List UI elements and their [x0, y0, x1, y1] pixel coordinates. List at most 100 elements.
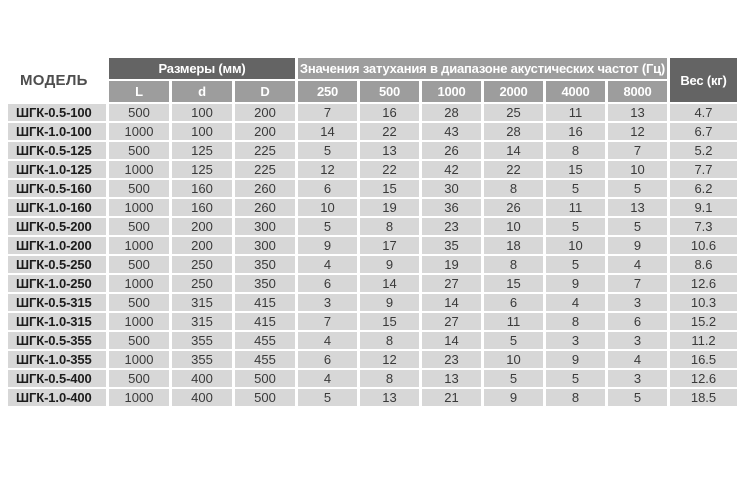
weight-cell: 16.5 — [670, 351, 737, 368]
dimension-d-cell: 200 — [172, 218, 232, 235]
dimension-d-cell: 125 — [172, 142, 232, 159]
attenuation-250-cell: 6 — [298, 351, 357, 368]
attenuation-8000-cell: 13 — [608, 104, 667, 121]
table-row: ШГК-0.5-315 500 315 415 3 9 14 6 4 3 10.… — [8, 294, 737, 311]
attenuation-500-cell: 9 — [360, 256, 419, 273]
attenuation-250-cell: 10 — [298, 199, 357, 216]
attenuation-1000-cell: 35 — [422, 237, 481, 254]
dimension-L-cell: 1000 — [109, 161, 169, 178]
dimension-d-cell: 400 — [172, 389, 232, 406]
dimension-D-cell: 350 — [235, 275, 295, 292]
table-row: ШГК-1.0-200 1000 200 300 9 17 35 18 10 9… — [8, 237, 737, 254]
attenuation-2000-cell: 15 — [484, 275, 543, 292]
subheader-500: 500 — [360, 81, 419, 102]
attenuation-1000-cell: 14 — [422, 294, 481, 311]
attenuation-8000-cell: 7 — [608, 275, 667, 292]
attenuation-500-cell: 17 — [360, 237, 419, 254]
attenuation-500-cell: 13 — [360, 142, 419, 159]
model-cell: ШГК-1.0-125 — [8, 161, 106, 178]
attenuation-1000-cell: 27 — [422, 275, 481, 292]
attenuation-250-cell: 4 — [298, 370, 357, 387]
dimension-D-cell: 350 — [235, 256, 295, 273]
attenuation-2000-cell: 9 — [484, 389, 543, 406]
attenuation-250-cell: 7 — [298, 104, 357, 121]
weight-cell: 18.5 — [670, 389, 737, 406]
table-row: ШГК-1.0-400 1000 400 500 5 13 21 9 8 5 1… — [8, 389, 737, 406]
attenuation-2000-cell: 8 — [484, 180, 543, 197]
dimension-d-cell: 315 — [172, 294, 232, 311]
attenuation-500-cell: 15 — [360, 180, 419, 197]
dimension-d-cell: 125 — [172, 161, 232, 178]
table-body: ШГК-0.5-100 500 100 200 7 16 28 25 11 13… — [8, 104, 737, 406]
dimension-L-cell: 1000 — [109, 389, 169, 406]
dimension-L-cell: 1000 — [109, 313, 169, 330]
attenuation-4000-cell: 5 — [546, 370, 605, 387]
attenuation-500-cell: 22 — [360, 161, 419, 178]
dimension-D-cell: 415 — [235, 313, 295, 330]
attenuation-4000-cell: 8 — [546, 313, 605, 330]
attenuation-4000-cell: 5 — [546, 256, 605, 273]
attenuation-8000-cell: 7 — [608, 142, 667, 159]
attenuation-4000-cell: 10 — [546, 237, 605, 254]
attenuation-1000-cell: 14 — [422, 332, 481, 349]
table-row: ШГК-0.5-400 500 400 500 4 8 13 5 5 3 12.… — [8, 370, 737, 387]
dimension-D-cell: 455 — [235, 351, 295, 368]
attenuation-1000-cell: 23 — [422, 351, 481, 368]
attenuation-500-cell: 8 — [360, 370, 419, 387]
attenuation-8000-cell: 6 — [608, 313, 667, 330]
attenuation-2000-cell: 11 — [484, 313, 543, 330]
table-row: ШГК-0.5-100 500 100 200 7 16 28 25 11 13… — [8, 104, 737, 121]
attenuation-250-cell: 5 — [298, 142, 357, 159]
attenuation-2000-cell: 14 — [484, 142, 543, 159]
dimension-D-cell: 200 — [235, 123, 295, 140]
attenuation-2000-cell: 26 — [484, 199, 543, 216]
table-row: ШГК-1.0-315 1000 315 415 7 15 27 11 8 6 … — [8, 313, 737, 330]
weight-cell: 5.2 — [670, 142, 737, 159]
model-cell: ШГК-1.0-400 — [8, 389, 106, 406]
attenuation-2000-cell: 25 — [484, 104, 543, 121]
dimension-L-cell: 1000 — [109, 351, 169, 368]
weight-cell: 10.3 — [670, 294, 737, 311]
attenuation-1000-cell: 36 — [422, 199, 481, 216]
attenuation-1000-cell: 30 — [422, 180, 481, 197]
dimension-d-cell: 160 — [172, 199, 232, 216]
weight-cell: 10.6 — [670, 237, 737, 254]
table-row: ШГК-0.5-250 500 250 350 4 9 19 8 5 4 8.6 — [8, 256, 737, 273]
attenuation-250-cell: 3 — [298, 294, 357, 311]
dimension-L-cell: 1000 — [109, 237, 169, 254]
attenuation-8000-cell: 13 — [608, 199, 667, 216]
dimension-d-cell: 400 — [172, 370, 232, 387]
attenuation-250-cell: 4 — [298, 332, 357, 349]
attenuation-4000-cell: 3 — [546, 332, 605, 349]
model-cell: ШГК-0.5-315 — [8, 294, 106, 311]
attenuation-4000-cell: 8 — [546, 142, 605, 159]
model-column-header: МОДЕЛЬ — [8, 58, 106, 102]
attenuation-2000-cell: 6 — [484, 294, 543, 311]
attenuation-8000-cell: 3 — [608, 294, 667, 311]
dimension-d-cell: 250 — [172, 256, 232, 273]
dimension-L-cell: 500 — [109, 142, 169, 159]
dimension-L-cell: 1000 — [109, 275, 169, 292]
attenuation-1000-cell: 27 — [422, 313, 481, 330]
model-cell: ШГК-0.5-250 — [8, 256, 106, 273]
attenuation-8000-cell: 4 — [608, 256, 667, 273]
attenuation-250-cell: 5 — [298, 389, 357, 406]
weight-cell: 12.6 — [670, 370, 737, 387]
dimension-L-cell: 1000 — [109, 123, 169, 140]
header-sub-row: L d D 250 500 1000 2000 4000 8000 — [8, 81, 737, 102]
attenuation-250-cell: 4 — [298, 256, 357, 273]
attenuation-1000-cell: 43 — [422, 123, 481, 140]
attenuation-500-cell: 19 — [360, 199, 419, 216]
subheader-1000: 1000 — [422, 81, 481, 102]
table-row: ШГК-1.0-250 1000 250 350 6 14 27 15 9 7 … — [8, 275, 737, 292]
dimension-D-cell: 500 — [235, 370, 295, 387]
dimension-D-cell: 300 — [235, 218, 295, 235]
weight-cell: 4.7 — [670, 104, 737, 121]
dimension-D-cell: 200 — [235, 104, 295, 121]
subheader-D: D — [235, 81, 295, 102]
attenuation-2000-cell: 18 — [484, 237, 543, 254]
subheader-4000: 4000 — [546, 81, 605, 102]
attenuation-2000-cell: 22 — [484, 161, 543, 178]
subheader-L: L — [109, 81, 169, 102]
attenuation-2000-cell: 8 — [484, 256, 543, 273]
